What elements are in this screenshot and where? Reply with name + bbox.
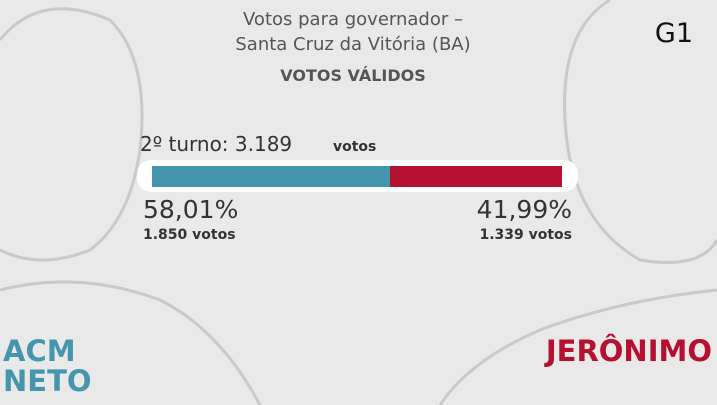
total-label: 2º turno: 3.189	[140, 132, 293, 156]
bar-segment	[389, 166, 562, 187]
votes-label: 1.339 votos	[479, 227, 572, 243]
brand: G1	[654, 18, 693, 49]
heading: VOTOS VÁLIDOS	[280, 66, 426, 85]
percent-label: 58,01%	[143, 195, 239, 224]
title-line: Votos para governador –	[243, 9, 463, 30]
bar-track	[152, 166, 562, 187]
percent-label: 41,99%	[476, 195, 572, 224]
votes-label: 1.850 votos	[143, 227, 236, 243]
total-unit: votos	[333, 139, 377, 155]
title-line: Santa Cruz da Vitória (BA)	[235, 34, 471, 55]
candidate-name: JERÔNIMO	[545, 334, 712, 368]
candidate-name: ACM NETO	[3, 334, 92, 398]
bar-segment	[152, 166, 390, 187]
